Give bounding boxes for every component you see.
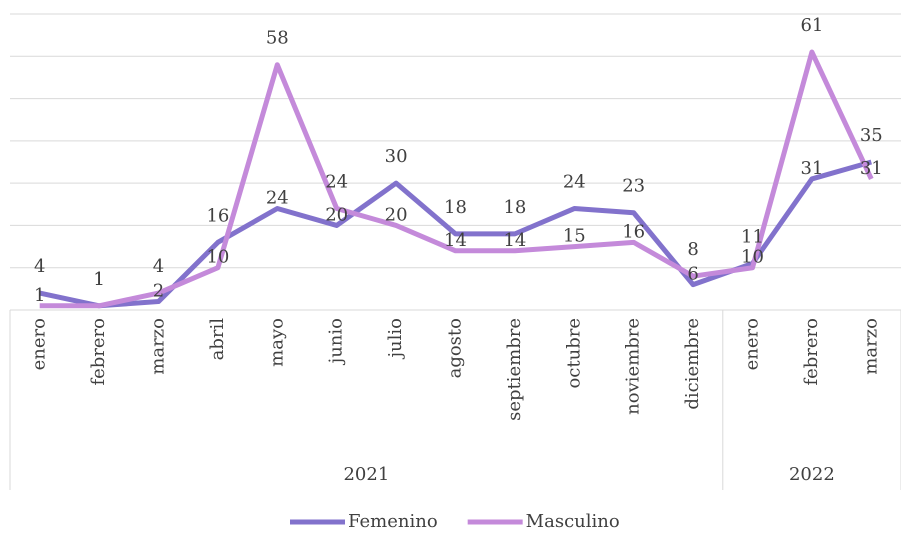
series-line <box>39 49 874 309</box>
data-label: 4 <box>34 256 45 277</box>
group-label: 2021 <box>343 464 389 485</box>
data-label: 31 <box>800 158 823 179</box>
data-label: 24 <box>563 172 586 193</box>
x-tick-label: mayo <box>266 318 287 367</box>
data-label: 16 <box>206 205 229 226</box>
data-label: 24 <box>325 172 348 193</box>
data-label: 14 <box>444 230 467 251</box>
data-label: 10 <box>741 247 764 268</box>
x-tick-label: julio <box>385 318 406 360</box>
x-tick-label: enero <box>29 318 50 370</box>
x-tick-label: septiembre <box>504 318 525 421</box>
data-label: 24 <box>266 188 289 209</box>
x-tick-label: agosto <box>445 318 466 378</box>
x-tick-label: marzo <box>860 318 881 375</box>
x-tick-label: octubre <box>563 318 584 389</box>
x-tick-label: abril <box>207 318 228 361</box>
data-label: 15 <box>563 226 586 247</box>
x-tick-label: febrero <box>801 318 822 386</box>
data-label: 1 <box>93 269 104 290</box>
data-label: 31 <box>860 158 883 179</box>
data-label: 10 <box>206 247 229 268</box>
data-label: 18 <box>503 197 526 218</box>
x-tick-label: enero <box>742 318 763 370</box>
data-label: 6 <box>687 264 698 285</box>
data-label: 14 <box>503 230 526 251</box>
x-tick-label: diciembre <box>682 318 703 410</box>
data-label: 8 <box>687 239 698 260</box>
data-label: 23 <box>622 176 645 197</box>
data-label: 2 <box>153 281 164 302</box>
data-label: 58 <box>266 28 289 49</box>
data-label: 20 <box>325 204 348 225</box>
data-label: 11 <box>741 226 764 247</box>
x-tick-label: noviembre <box>623 318 644 415</box>
data-label: 4 <box>153 256 164 277</box>
data-label: 18 <box>444 197 467 218</box>
group-label: 2022 <box>789 464 835 485</box>
x-tick-label: marzo <box>148 318 169 375</box>
x-tick-label: febrero <box>88 318 109 386</box>
data-label: 20 <box>385 204 408 225</box>
data-label: 16 <box>622 221 645 242</box>
data-label: 30 <box>385 146 408 167</box>
legend-label: Femenino <box>348 511 438 532</box>
data-label: 61 <box>800 15 823 36</box>
data-label: 35 <box>860 125 883 146</box>
data-label: 1 <box>93 269 104 290</box>
x-tick-label: junio <box>326 318 347 365</box>
legend-label: Masculino <box>526 511 620 532</box>
data-label: 1 <box>34 285 45 306</box>
